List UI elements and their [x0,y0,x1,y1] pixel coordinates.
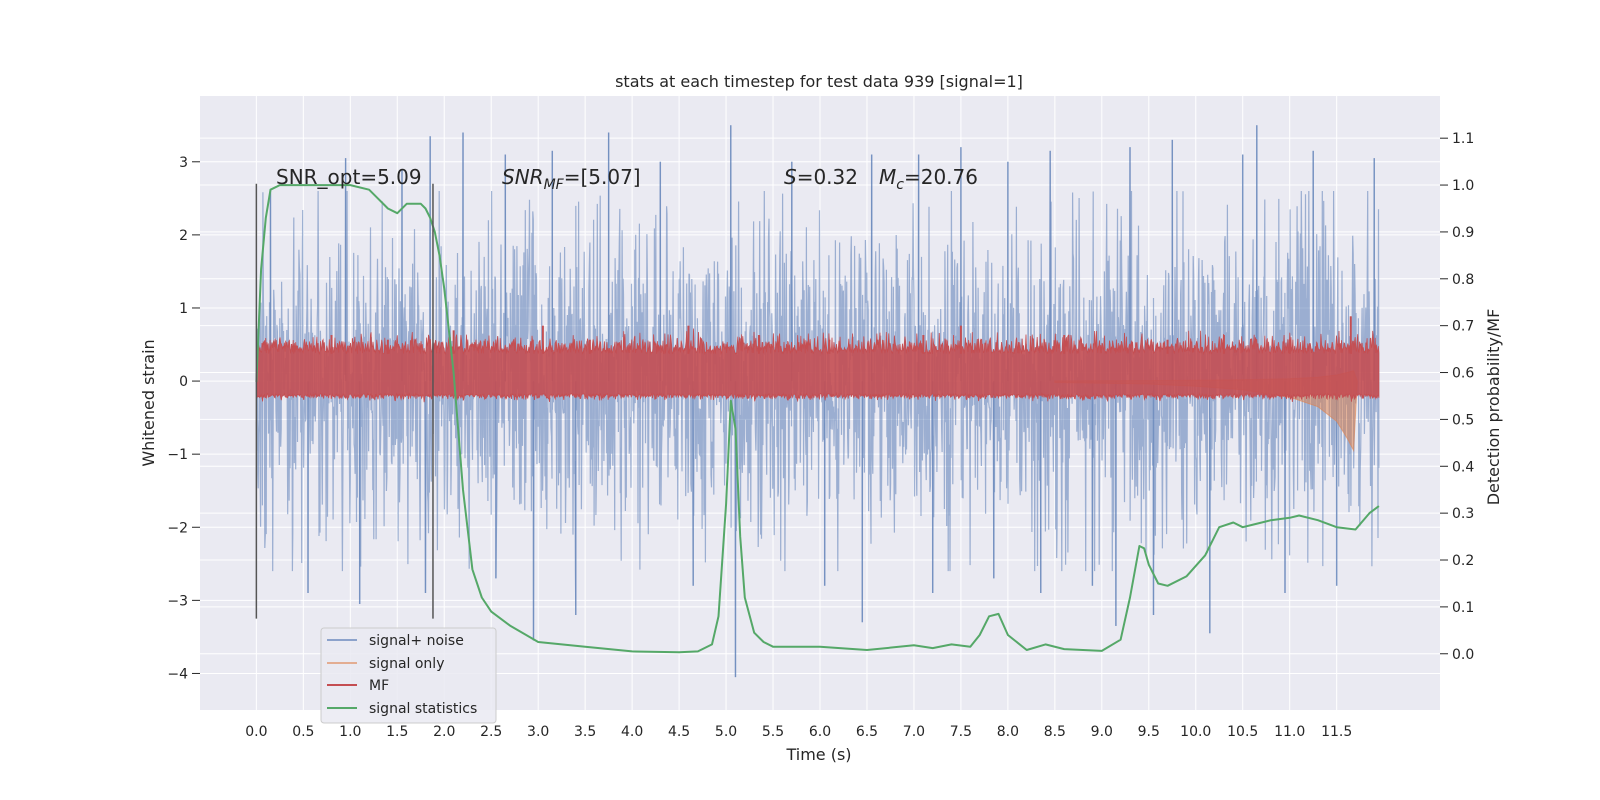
y2-tick-label: 0.2 [1452,553,1474,569]
x-axis-title: Time (s) [785,745,851,764]
x-tick-label: 5.0 [715,724,737,740]
vertical-markers [255,183,434,619]
y2-tick-label: 0.0 [1452,647,1474,663]
series-layer [255,125,1380,678]
legend-label-mf: MF [369,678,389,694]
y2-tick-label: 0.9 [1452,225,1474,241]
annotation-snr-mf: SNRMF=[5.07] [502,165,641,193]
y-tick-label: −4 [167,666,188,682]
annotation-mc: Mc=20.76 [879,165,978,193]
y-tick-label: −2 [167,520,188,536]
x-tick-label: 10.5 [1227,724,1258,740]
x-tick-label: 10.0 [1180,724,1211,740]
y2-tick-label: 0.3 [1452,506,1474,522]
x-tick-label: 9.0 [1091,724,1113,740]
ticks: 0.0 0.5 1.0 1.5 2.0 2.5 3.0 3.5 4.0 4.5 5.0 5.5 6.0 6… [167,131,1474,740]
legend-label-signal-noise: signal+ noise [369,633,464,649]
x-tick-label: 1.0 [339,724,361,740]
annotation-snr-opt: SNR_opt=5.09 [276,165,422,189]
x-tick-label: 11.5 [1321,724,1352,740]
y-tick-label: 3 [179,155,188,171]
y-tick-label: 2 [179,228,188,244]
x-tick-label: 2.5 [480,724,502,740]
x-tick-label: 3.5 [574,724,596,740]
y2-tick-label: 0.8 [1452,272,1474,288]
x-tick-label: 11.0 [1274,724,1305,740]
annotation-mc-value: =20.76 [904,165,978,189]
x-tick-label: 7.5 [950,724,972,740]
y-tick-label: 0 [179,374,188,390]
annotation-s-value: =0.32 [797,165,858,189]
annotation-snr-mf-symbol: SNR [502,165,544,189]
x-tick-label: 8.5 [1044,724,1066,740]
y2-tick-label: 0.6 [1452,366,1474,382]
x-tick-label: 6.5 [856,724,878,740]
annotation-s: S=0.32 [784,165,858,189]
series-mf [255,328,1380,403]
annotation-mc-subscript: c [896,177,904,193]
y2-tick-label: 1.1 [1452,131,1474,147]
y2-tick-label: 0.7 [1452,319,1474,335]
series-signal-statistics [255,184,1380,654]
x-tick-label: 3.0 [527,724,549,740]
y2-tick-label: 0.5 [1452,412,1474,428]
legend-box [320,627,497,724]
x-tick-label: 9.5 [1138,724,1160,740]
y2-axis-title: Detection probability/MF [1484,309,1503,506]
y-axis-title: Whitened strain [139,339,158,466]
annotation-snr-mf-subscript: MF [544,177,565,193]
legend: signal+ noise signal only MF signal stat… [320,627,497,724]
x-tick-label: 0.5 [292,724,314,740]
annotation-s-symbol: S [784,165,797,189]
x-tick-label: 1.5 [386,724,408,740]
x-tick-label: 4.0 [621,724,643,740]
x-tick-label: 5.5 [762,724,784,740]
annotation-mc-symbol: M [879,165,896,189]
y2-tick-label: 1.0 [1452,178,1474,194]
y-tick-label: 1 [179,301,188,317]
x-tick-label: 0.0 [245,724,267,740]
x-tick-label: 2.0 [433,724,455,740]
y-tick-label: −1 [167,447,188,463]
chart-title: stats at each timestep for test data 939… [615,72,1023,91]
y2-tick-label: 0.4 [1452,459,1474,475]
x-tick-label: 8.0 [997,724,1019,740]
x-tick-label: 7.0 [903,724,925,740]
y2-tick-label: 0.1 [1452,600,1474,616]
legend-label-signal-only: signal only [369,656,444,672]
annotation-snr-mf-value: =[5.07] [564,165,641,189]
x-tick-label: 6.0 [809,724,831,740]
legend-label-signal-statistics: signal statistics [369,701,477,717]
x-tick-label: 4.5 [668,724,690,740]
y-tick-label: −3 [167,593,188,609]
